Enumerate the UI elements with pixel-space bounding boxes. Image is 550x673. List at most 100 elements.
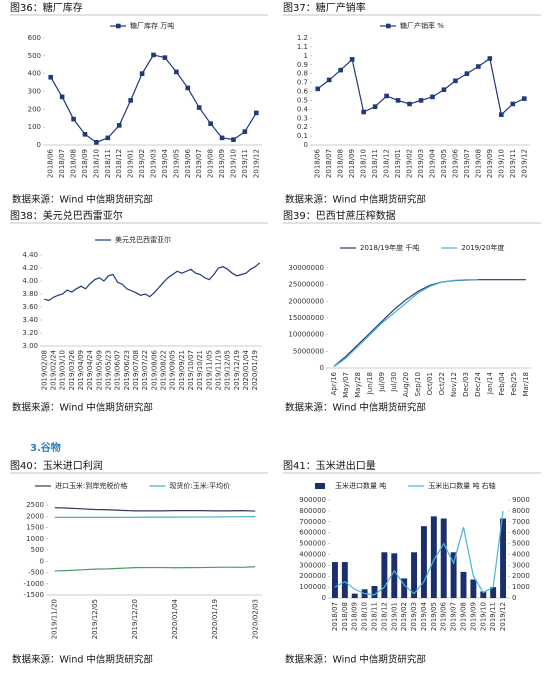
point (338, 67, 343, 73)
y-tick-label: -1000 (24, 580, 44, 588)
bar (391, 553, 398, 598)
x-tick-label: 2019/03/26 (68, 349, 76, 390)
source-note: 数据来源：Wind 中信期货研究部 (12, 402, 153, 414)
x-tick-label: 2018/09 (351, 602, 359, 631)
x-tick-label: 2018/10 (361, 602, 369, 631)
x-tick-label: 2019/08 (460, 602, 468, 631)
x-tick-label: 2019/06 (440, 601, 448, 631)
x-tick-label: 2019/09 (486, 149, 494, 178)
y-tick-label: 500000 (299, 540, 326, 548)
x-tick-label: 2019/05 (430, 602, 438, 631)
point (487, 56, 493, 61)
x-tick-label: 2018/12 (115, 149, 123, 178)
x-tick-label: May/28 (354, 372, 362, 398)
y-tick-label: 1000 (512, 583, 530, 591)
x-tick-label: 2019/06/23 (123, 350, 131, 390)
x-tick-label: 2020/01/04 (242, 349, 250, 390)
x-tick-label: 2018/08 (70, 149, 78, 178)
x-tick-label: 2019/02 (400, 602, 408, 631)
point (326, 77, 332, 83)
x-tick-label: 2019/12 (499, 602, 507, 631)
x-tick-label: 2019/11/19 (214, 350, 222, 390)
point (476, 64, 481, 69)
point (349, 57, 355, 62)
point (59, 94, 65, 100)
bar (331, 562, 338, 598)
x-tick-label: 2019/09 (218, 149, 226, 178)
x-tick-label: 2018/11 (371, 602, 379, 631)
x-tick-label: Feb/25 (510, 372, 518, 396)
x-tick-label: 2020/01/19 (211, 599, 219, 639)
y-tick-label: 20000000 (288, 297, 324, 305)
point (395, 98, 401, 103)
point (82, 132, 88, 137)
x-tick-label: 2019/07 (463, 149, 471, 178)
line (333, 279, 478, 368)
x-tick-label: 2019/11/20 (51, 599, 59, 639)
point (253, 110, 259, 116)
y-tick-label: 300000 (299, 561, 326, 569)
x-tick-label: 2019/10 (497, 149, 505, 178)
bar (440, 518, 447, 598)
y-tick-label: 8000 (512, 507, 530, 515)
x-tick-label: 2019/04 (428, 148, 436, 178)
bar (371, 586, 378, 598)
x-tick-label: 2019/12/19 (233, 350, 241, 390)
legend-label: 进口玉米:到岸完税价格 (55, 481, 127, 490)
legend-swatch (315, 483, 325, 489)
x-tick-label: 2019/10 (479, 602, 487, 631)
x-tick-label: 2019/08 (207, 149, 215, 178)
x-tick-label: Dec/24 (474, 371, 482, 396)
x-tick-label: 2018/11 (371, 149, 379, 178)
y-tick-label: 2500 (26, 501, 44, 509)
bar (430, 516, 437, 598)
y-tick-label: 4.00 (22, 277, 38, 285)
point (372, 104, 378, 109)
x-tick-label: 2019/02/08 (40, 350, 48, 390)
x-tick-label: 2019/06 (184, 148, 192, 178)
x-tick-label: 2020/02/03 (251, 599, 259, 639)
y-tick-label: 600000 (299, 529, 326, 537)
bar (401, 578, 408, 598)
bar (500, 518, 507, 598)
y-tick-label: 3.20 (22, 329, 38, 337)
y-tick-label: 10000000 (288, 331, 324, 339)
x-tick-label: 2019/05/23 (104, 350, 112, 390)
legend-label: 美元兑巴西雷亚尔 (115, 235, 171, 244)
y-tick-label: 1.2 (297, 34, 308, 42)
x-tick-label: May/07 (342, 372, 350, 398)
legend-label: 玉米出口数量 吨 右轴 (428, 481, 495, 490)
y-tick-label: 0 (512, 594, 516, 602)
chart-title: 图37：糖厂产销率 (283, 1, 366, 14)
y-tick-label: 100000 (299, 583, 326, 591)
bar (341, 562, 348, 598)
x-tick-label: Jul/09 (378, 372, 386, 393)
bar (490, 587, 497, 598)
point (407, 101, 412, 107)
point (430, 94, 435, 100)
chart-title: 图39：巴西甘蔗压榨数据 (283, 209, 396, 222)
point (521, 96, 527, 101)
x-tick-label: 2019/11/05 (205, 350, 213, 390)
y-tick-label: 30000000 (288, 264, 324, 272)
x-tick-label: 2019/12 (520, 149, 528, 178)
y-tick-label: 0.2 (297, 123, 308, 131)
x-tick-label: 2019/01 (127, 149, 135, 178)
x-tick-label: Dec/03 (462, 372, 470, 397)
x-tick-label: 2019/11 (509, 149, 517, 178)
line (334, 510, 504, 596)
x-tick-label: 2019/04 (161, 148, 169, 178)
y-tick-label: 1.1 (297, 43, 308, 51)
y-tick-label: 3000 (512, 561, 530, 569)
section-heading: 3.谷物 (30, 441, 61, 454)
x-tick-label: 2019/11 (241, 149, 249, 178)
bar (460, 571, 467, 598)
point (162, 55, 168, 60)
x-tick-label: 2019/03/10 (59, 350, 67, 390)
point (418, 98, 424, 103)
line (54, 507, 256, 512)
x-tick-label: 2019/06/07 (114, 350, 122, 390)
y-tick-label: 0 (322, 594, 326, 602)
y-tick-label: 0.6 (297, 88, 309, 96)
